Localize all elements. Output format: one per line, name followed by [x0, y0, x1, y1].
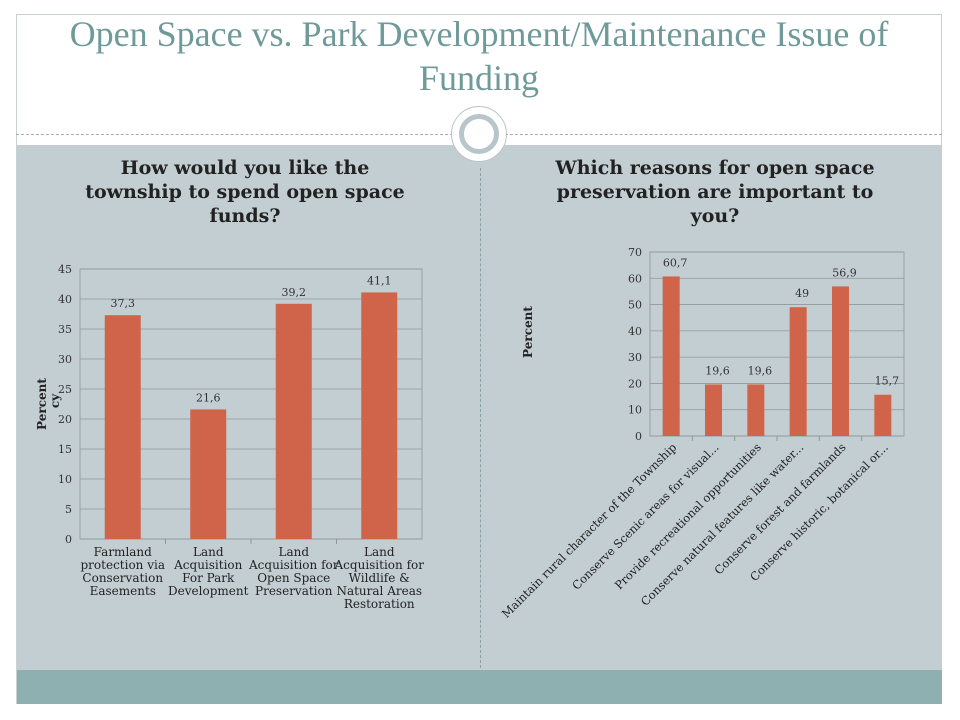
chart2-plot-area: [649, 251, 905, 437]
chart2-ytick-label: 70: [628, 246, 642, 259]
chart1-ytick-label: 40: [58, 293, 72, 306]
chart1-plot: 0 5 10 15 20 25 30 35 40 45 37,3 Farmland protection…: [35, 263, 425, 611]
chart1-category-line: Land: [193, 545, 224, 559]
chart1-category-line: protection via: [81, 558, 166, 572]
chart1-ytick-label: 20: [58, 413, 72, 426]
chart1-category-label: Land Acquisition for Open Space Preservatio…: [248, 545, 339, 598]
chart2-value-label: 19,6: [705, 364, 730, 377]
chart2-value-label: 19,6: [748, 364, 773, 377]
chart1-value-label: 39,2: [282, 286, 307, 299]
chart1-category-line: Natural Areas: [336, 584, 422, 598]
chart2-bar: [747, 384, 765, 436]
chart1-title: How would you like the township to spend…: [85, 157, 405, 227]
chart2-value-label: 60,7: [663, 256, 688, 269]
chart1-category-line: Acquisition for: [334, 558, 425, 572]
slide-title: Open Space vs. Park Development/Maintena…: [69, 14, 889, 98]
chart1-y-axis-label: Percent: [35, 378, 49, 430]
chart1-category-line: Land: [364, 545, 395, 559]
chart1-category-line: Land: [278, 545, 309, 559]
chart1-category-line: Open Space: [257, 571, 330, 585]
chart1-ytick-label: 45: [58, 263, 72, 276]
circle-ornament-inner: [459, 114, 499, 154]
chart1-ytick-label: 0: [65, 533, 72, 546]
chart1-category-label: Farmland protection via Conservation Easeme…: [81, 545, 166, 598]
chart2-value-label: 15,7: [875, 375, 900, 388]
chart1-category-line: Farmland: [94, 545, 153, 559]
chart1-category-line: Development: [168, 584, 249, 598]
chart1-bar: [275, 303, 312, 539]
column-divider: [480, 168, 481, 668]
chart1-bar: [104, 315, 141, 539]
chart1-ytick-label: 5: [65, 503, 72, 516]
chart2-ytick-label: 30: [628, 351, 642, 364]
chart1-y-axis-label-extra: cy: [48, 393, 62, 408]
chart1-category-line: Easements: [90, 584, 156, 598]
chart1-ytick-label: 30: [58, 353, 72, 366]
chart1-category-line: Acquisition for: [248, 558, 339, 572]
chart2-ytick-label: 50: [628, 299, 642, 312]
chart1-category-label: Land Acquisition for Wildlife & Natural Are…: [334, 545, 425, 611]
chart1-value-label: 41,1: [367, 274, 392, 287]
chart1-category-line: Restoration: [344, 597, 415, 611]
chart2-ytick-label: 60: [628, 272, 642, 285]
chart1-bar: [361, 292, 398, 539]
chart2-ytick-label: 40: [628, 325, 642, 338]
chart1-bar: [190, 409, 227, 539]
chart1-ytick-label: 35: [58, 323, 72, 336]
chart2-bar: [832, 286, 849, 436]
chart1-category-line: Conservation: [82, 571, 163, 585]
chart1-ytick-label: 15: [58, 443, 72, 456]
chart1-value-label: 37,3: [111, 297, 136, 310]
chart1-value-label: 21,6: [196, 391, 221, 404]
chart2-ytick-label: 0: [635, 430, 642, 443]
chart1-category-line: Acquisition: [173, 558, 243, 572]
chart2-bar: [874, 394, 892, 436]
chart1-category-line: For Park: [182, 571, 235, 585]
chart1-category-line: Wildlife &: [349, 571, 411, 585]
chart2-bar: [662, 276, 680, 436]
chart1-category-label: Land Acquisition For Park Development: [168, 545, 249, 598]
chart1-category-line: Preservation: [255, 584, 333, 598]
bottom-band: [17, 670, 942, 704]
chart1-ytick-label: 10: [58, 473, 72, 486]
chart2-title: Which reasons for open space preservatio…: [555, 157, 875, 227]
chart2-ytick-label: 20: [628, 377, 642, 390]
chart2-bar: [789, 307, 807, 436]
chart2-y-axis-label: Percent: [521, 306, 535, 358]
chart1-ytick-label: 25: [58, 383, 72, 396]
chart2-value-label: 56,9: [832, 266, 857, 279]
chart2-bar: [705, 384, 722, 436]
chart2-value-label: 49: [795, 287, 809, 300]
chart2-ytick-label: 10: [628, 404, 642, 417]
